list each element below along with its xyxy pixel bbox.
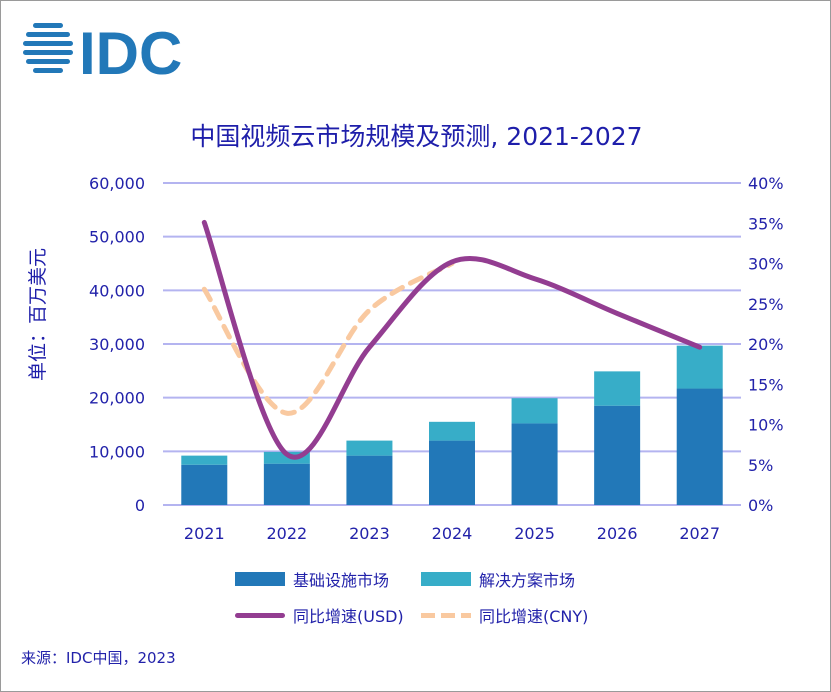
- legend-swatch: [421, 572, 471, 586]
- bar-segment: [346, 455, 393, 505]
- y2-tick-label: 0%: [748, 496, 773, 515]
- x-tick-label: 2024: [432, 524, 473, 543]
- bar-segment: [511, 398, 558, 424]
- bar-segment: [181, 455, 228, 465]
- bar-segment: [263, 451, 310, 464]
- y-tick-label: 20,000: [89, 389, 145, 408]
- y-tick-label: 0: [135, 496, 145, 515]
- bar-segment: [429, 440, 475, 505]
- legend-item-usd: 同比增速(USD): [235, 603, 404, 627]
- y2-tick-label: 15%: [748, 375, 784, 394]
- x-tick-label: 2026: [597, 524, 638, 543]
- legend-item-infra: 基础设施市场: [235, 567, 389, 591]
- y2-tick-label: 40%: [748, 174, 784, 193]
- y2-tick-label: 30%: [748, 255, 784, 274]
- y2-tick-label: 20%: [748, 335, 784, 354]
- x-tick-label: 2023: [349, 524, 390, 543]
- usd-growth-line: [201, 219, 703, 460]
- y-tick-label: 60,000: [89, 174, 145, 193]
- chart-title: 中国视频云市场规模及预测, 2021-2027: [190, 122, 643, 151]
- x-tick-label: 2021: [184, 524, 225, 543]
- legend-swatch: [235, 572, 285, 586]
- y-tick-label: 50,000: [89, 228, 145, 247]
- legend-label: 同比增速(CNY): [479, 607, 589, 626]
- y2-tick-label: 35%: [748, 214, 784, 233]
- y2-tick-label: 25%: [748, 295, 784, 314]
- y2-tick-label: 5%: [748, 456, 773, 475]
- bar-segment: [511, 423, 558, 505]
- bar-segment: [676, 388, 723, 505]
- bar-segment: [346, 440, 393, 456]
- bar-segment: [676, 345, 723, 389]
- y-tick-label: 10,000: [89, 442, 145, 461]
- legend-swatch: [235, 612, 285, 618]
- bar-segment: [594, 405, 641, 505]
- idc-logo: IDC: [23, 21, 182, 77]
- y-tick-label: 30,000: [89, 335, 145, 354]
- bar-segment: [594, 371, 641, 406]
- y-tick-label: 40,000: [89, 281, 145, 300]
- logo-text: IDC: [79, 21, 182, 77]
- x-tick-label: 2025: [514, 524, 555, 543]
- bar-segment: [429, 421, 475, 441]
- x-tick-label: 2027: [679, 524, 720, 543]
- y2-tick-label: 10%: [748, 416, 784, 435]
- bar-segment: [263, 463, 310, 505]
- legend-item-cny: 同比增速(CNY): [421, 603, 588, 627]
- x-tick-label: 2022: [266, 524, 307, 543]
- bar-segment: [181, 464, 228, 505]
- legend-swatch: [421, 612, 471, 618]
- legend-label: 基础设施市场: [293, 571, 390, 590]
- legend-item-solution: 解决方案市场: [421, 567, 575, 591]
- plot-area: 0 10,000 20,000 30,000 40,000 50,000 60,000 0% 5…: [89, 174, 784, 543]
- source-note: 来源：IDC中国，2023: [21, 649, 176, 667]
- cny-growth-line: [201, 261, 455, 416]
- legend-label: 同比增速(USD): [293, 607, 404, 626]
- legend-label: 解决方案市场: [479, 571, 576, 590]
